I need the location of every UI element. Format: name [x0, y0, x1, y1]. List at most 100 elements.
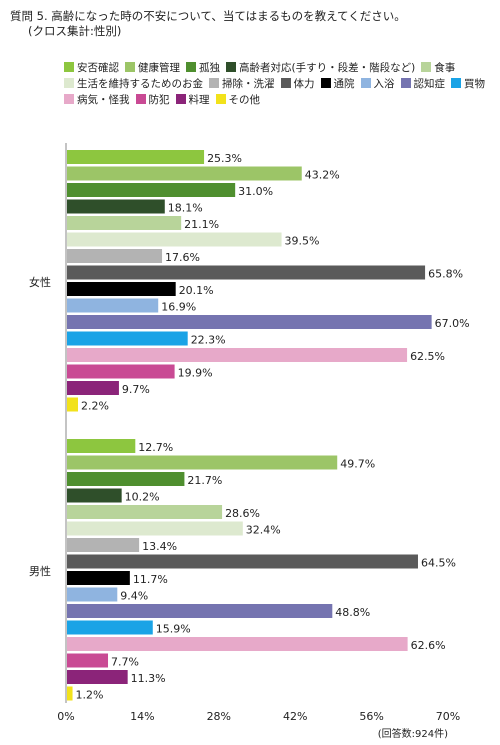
- bar-value-label: 49.7%: [340, 458, 375, 471]
- legend-label: 健康管理: [138, 62, 180, 74]
- bar-value-label: 11.3%: [131, 672, 166, 685]
- legend-swatch: [64, 94, 74, 104]
- legend-item: 体力: [280, 76, 315, 92]
- bar: [67, 439, 136, 453]
- bar-value-label: 32.4%: [246, 524, 281, 537]
- bar-value-label: 10.2%: [125, 491, 160, 504]
- legend-label: 生活を維持するためのお金: [77, 78, 203, 90]
- bar-value-label: 21.1%: [184, 218, 219, 231]
- bar: [67, 653, 109, 668]
- legend-item: 料理: [175, 92, 210, 108]
- bar-value-label: 39.5%: [285, 235, 320, 248]
- bar: [67, 637, 408, 651]
- x-tick-label: 56%: [359, 710, 383, 723]
- bar-value-label: 22.3%: [191, 334, 226, 347]
- bar: [67, 364, 175, 379]
- bar: [67, 505, 223, 519]
- legend-label: 孤独: [199, 62, 220, 74]
- legend-item: 病気・怪我: [64, 92, 130, 108]
- bar-value-label: 48.8%: [335, 606, 370, 619]
- bar-value-label: 65.8%: [428, 268, 463, 281]
- legend-swatch: [215, 94, 226, 104]
- title-line1: 質問 5. 高齢になった時の不安について、当てはまるものを教えてください。: [10, 9, 406, 23]
- legend-swatch: [421, 62, 432, 72]
- legend-label: 通院: [333, 78, 355, 90]
- legend-label: 料理: [188, 94, 210, 106]
- legend-item: 入浴: [360, 76, 395, 92]
- bar-value-label: 11.7%: [133, 573, 168, 586]
- bar-value-label: 15.9%: [156, 623, 191, 636]
- x-tick-label: 70%: [436, 710, 460, 723]
- bar-value-label: 18.1%: [168, 202, 203, 215]
- bar-value-label: 62.6%: [411, 639, 446, 652]
- legend-label: 高齢者対応(手すり・段差・階段など): [239, 62, 416, 74]
- bar-value-label: 20.1%: [179, 284, 214, 297]
- legend-item: その他: [215, 92, 260, 108]
- bar-value-label: 19.9%: [178, 367, 213, 380]
- bar: [67, 183, 236, 197]
- bar-value-label: 62.5%: [410, 350, 445, 363]
- bar: [67, 265, 426, 280]
- legend-label: 入浴: [373, 78, 395, 90]
- legend-swatch: [280, 78, 291, 88]
- bar-value-label: 1.2%: [76, 689, 104, 702]
- bar-value-label: 2.2%: [81, 400, 109, 413]
- bar-value-label: 21.7%: [187, 474, 222, 487]
- bar-value-label: 17.6%: [165, 251, 200, 264]
- legend-swatch: [186, 62, 196, 72]
- legend-swatch: [125, 62, 135, 72]
- legend-item: 買物: [451, 76, 485, 92]
- bar: [67, 620, 153, 635]
- legend-item: 食事: [421, 60, 455, 76]
- bar-value-label: 28.6%: [225, 507, 260, 520]
- bar: [67, 348, 408, 362]
- chart-title: 質問 5. 高齢になった時の不安について、当てはまるものを教えてください。 (クロ…: [10, 9, 406, 39]
- bar: [67, 670, 128, 684]
- legend-swatch: [175, 94, 186, 104]
- legend-swatch: [360, 78, 371, 88]
- legend-label: 防犯: [148, 94, 170, 106]
- bar: [67, 381, 119, 395]
- legend-item: 高齢者対応(手すり・段差・階段など): [226, 60, 415, 76]
- group-label: 女性: [29, 275, 51, 289]
- bar: [67, 331, 188, 346]
- legend-item: 孤独: [186, 60, 220, 76]
- bar-value-label: 25.3%: [207, 152, 242, 165]
- bar-value-label: 43.2%: [305, 169, 340, 182]
- bar: [67, 488, 122, 503]
- bar: [67, 199, 165, 214]
- bar-value-label: 16.9%: [161, 301, 196, 314]
- legend-item: 安否確認: [64, 60, 119, 76]
- bar: [67, 216, 182, 230]
- bar: [67, 604, 333, 618]
- bar: [67, 232, 282, 247]
- group-label: 男性: [29, 564, 51, 578]
- legend-swatch: [451, 78, 461, 88]
- bar: [67, 315, 432, 329]
- bar-value-label: 9.7%: [122, 383, 150, 396]
- bar: [67, 282, 176, 296]
- legend-swatch: [209, 78, 219, 88]
- bar-value-label: 67.0%: [435, 317, 470, 330]
- bar: [67, 686, 73, 701]
- legend-swatch: [320, 78, 331, 88]
- title-line2: (クロス集計:性別): [28, 24, 122, 38]
- legend-label: 認知症: [413, 78, 446, 90]
- bar: [67, 571, 130, 585]
- bar: [67, 249, 163, 263]
- bar-value-label: 12.7%: [138, 441, 173, 454]
- legend-label: 病気・怪我: [77, 94, 130, 106]
- bar: [67, 397, 79, 412]
- legend-item: 掃除・洗濯: [209, 76, 275, 92]
- bar: [67, 538, 140, 552]
- legend-item: 防犯: [135, 92, 170, 108]
- x-tick-label: 0%: [57, 710, 74, 723]
- bar: [67, 472, 185, 486]
- bar-value-label: 9.4%: [120, 590, 148, 603]
- response-count: (回答数:924件): [377, 729, 448, 740]
- bar: [67, 554, 418, 569]
- legend-swatch: [135, 94, 146, 104]
- bar-value-label: 64.5%: [421, 557, 456, 570]
- legend-swatch: [400, 78, 411, 88]
